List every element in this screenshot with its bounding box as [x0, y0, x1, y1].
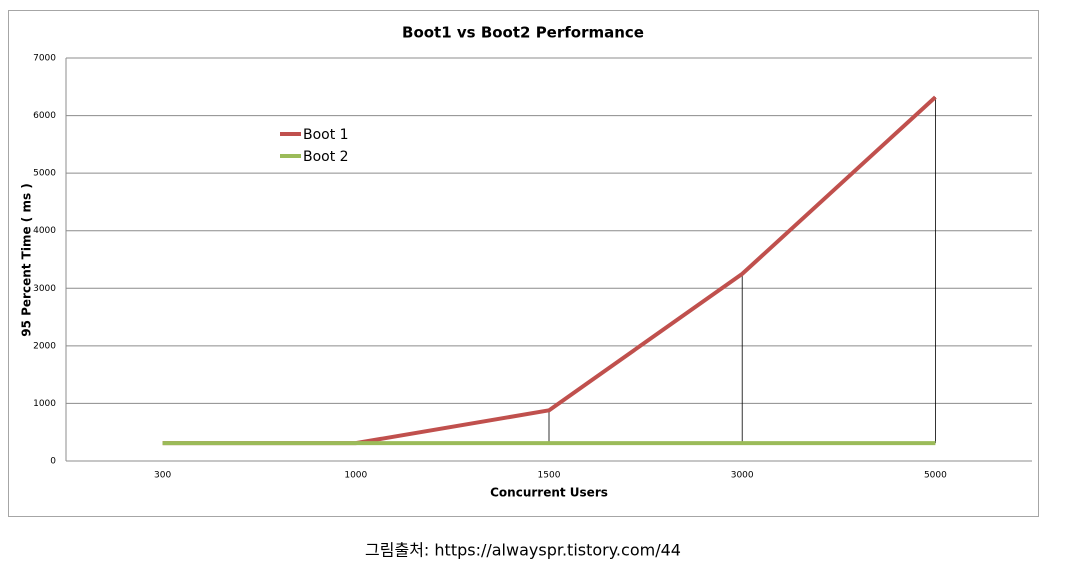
x-tick-label: 1000: [344, 471, 367, 481]
y-tick-label: 1000: [33, 399, 56, 409]
chart-title: Boot1 vs Boot2 Performance: [402, 24, 644, 42]
x-axis-label: Concurrent Users: [490, 486, 608, 500]
legend-label: Boot 2: [303, 149, 349, 165]
legend-label: Boot 1: [303, 127, 349, 143]
y-tick-label: 6000: [33, 111, 56, 121]
x-tick-label: 3000: [731, 471, 754, 481]
y-tick-label: 0: [50, 457, 56, 467]
y-tick-label: 3000: [33, 284, 56, 294]
x-tick-label: 5000: [924, 471, 947, 481]
x-tick-label: 1500: [538, 471, 561, 481]
y-tick-label: 4000: [33, 226, 56, 236]
caption: 그림출처: https://alwayspr.tistory.com/44: [365, 541, 681, 560]
x-tick-label: 300: [154, 471, 171, 481]
chart-frame: [8, 10, 1039, 517]
y-axis-label: 95 Percent Time ( ms ): [20, 183, 34, 337]
y-tick-label: 5000: [33, 169, 56, 179]
y-tick-label: 7000: [33, 54, 56, 64]
y-tick-label: 2000: [33, 341, 56, 351]
